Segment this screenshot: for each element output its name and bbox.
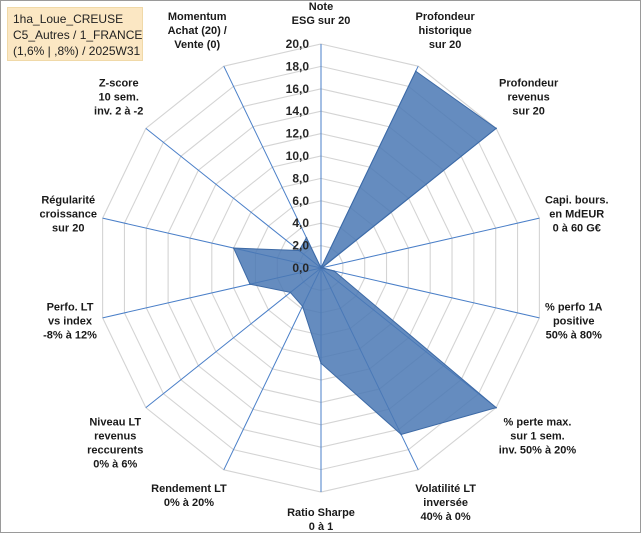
axis-label-line: Vente (0) (174, 39, 220, 51)
axis-label-line: vs index (48, 315, 93, 327)
axis-label: Volatilité LT inversée 40% à 0% (415, 483, 476, 523)
axis-label-line: positive (553, 315, 595, 327)
axis-label-line: historique (419, 25, 472, 37)
data-point (249, 283, 251, 285)
tick-label: 14,0 (286, 104, 310, 118)
axis-label-line: 0 à 1 (309, 521, 333, 533)
axis-label-line: 10 sem. (99, 91, 139, 103)
tick-label: 2,0 (292, 239, 309, 253)
axis-label: Régularité croissance sur 20 (40, 195, 97, 235)
axis-label-line: Achat (20) / (168, 25, 227, 37)
radial-tick-labels: 0,0 2,0 4,0 6,0 8,0 10,0 12,0 14,0 16,0 18,0 20,0 (286, 37, 310, 275)
axis-label-line: 0% à 6% (93, 459, 137, 471)
axis-label: Profondeur revenus sur 20 (499, 77, 559, 117)
radar-series (232, 70, 498, 436)
axis-label-line: -8% à 12% (43, 329, 97, 341)
axis-label-line: Capi. bours. (545, 195, 609, 207)
axis-label: Profondeur historique sur 20 (415, 11, 475, 51)
tick-label: 10,0 (286, 149, 310, 163)
axis-label-line: inv. 50% à 20% (499, 445, 577, 457)
data-point (495, 127, 497, 130)
axis-label: Z-score 10 sem. inv. 2 à -2 (94, 77, 143, 117)
axis-label-line: 50% à 80% (546, 329, 602, 341)
spoke-line (320, 217, 540, 269)
axis-label-line: sur 20 (429, 39, 461, 51)
axis-label: % perfo 1A positive 50% à 80% (545, 301, 603, 341)
data-point (298, 249, 300, 252)
title-box: 1ha_Loue_CREUSE C5_Autres / 1_FRANCE (1,… (7, 7, 143, 61)
axis-label-line: 0 à 60 G€ (553, 223, 601, 235)
data-point (414, 70, 417, 73)
axis-label-line: reccurents (87, 445, 143, 457)
title-line-3: (1,6% | ,8%) / 2025W31 (13, 44, 141, 58)
axis-labels: Note ESG sur 20 Profondeur historique sur 20… (40, 1, 609, 533)
axis-label-line: Perfo. LT (47, 301, 94, 313)
data-point (305, 236, 308, 239)
data-point (320, 362, 322, 365)
data-point (301, 305, 304, 308)
axis-label-line: sur 20 (512, 105, 544, 117)
axis-label-line: Profondeur (499, 77, 559, 89)
axis-label: Rendement LT 0% à 20% (151, 483, 227, 509)
tick-label: 16,0 (286, 82, 310, 96)
tick-label: 18,0 (286, 59, 310, 73)
axis-label: Note ESG sur 20 (292, 1, 351, 27)
axis-label-line: 40% à 0% (421, 511, 471, 523)
data-point (400, 433, 402, 436)
tick-label: 12,0 (286, 127, 310, 141)
axis-label-line: % perte max. (504, 417, 572, 429)
axis-label-line: Volatilité LT (415, 483, 476, 495)
axis-label-line: Ratio Sharpe (287, 507, 355, 519)
series-area (232, 70, 498, 436)
axis-label-line: revenus (508, 91, 550, 103)
axis-label-line: inv. 2 à -2 (94, 105, 143, 117)
axis-label-line: revenus (94, 431, 136, 443)
axis-label-line: Profondeur (415, 11, 475, 23)
tick-label: 20,0 (286, 37, 310, 51)
data-point (289, 291, 292, 294)
axis-label-line: Note (309, 1, 333, 13)
spoke-line (223, 65, 322, 269)
data-point (321, 266, 323, 269)
axis-label-line: 0% à 20% (164, 497, 214, 509)
axis-label-line: croissance (40, 209, 97, 221)
axis-label-line: ESG sur 20 (292, 15, 351, 27)
title-line-1: 1ha_Loue_CREUSE (13, 12, 124, 26)
axis-label: Perfo. LT vs index -8% à 12% (43, 301, 97, 341)
title-line-2: C5_Autres / 1_FRANCE (13, 28, 143, 42)
axis-label: Ratio Sharpe 0 à 1 (287, 507, 355, 533)
axis-label-line: Z-score (99, 77, 139, 89)
spoke-line (145, 127, 322, 269)
axis-label-line: % perfo 1A (545, 301, 603, 313)
tick-label: 8,0 (292, 171, 309, 185)
data-point (333, 270, 335, 272)
tick-label: 6,0 (292, 194, 309, 208)
axis-label: Momentum Achat (20) / Vente (0) (168, 11, 227, 51)
axis-label-line: sur 20 (52, 223, 84, 235)
axis-label-line: Rendement LT (151, 483, 227, 495)
data-point (232, 247, 235, 249)
tick-label: 0,0 (292, 261, 309, 275)
axis-label-line: Momentum (168, 11, 227, 23)
axis-label-line: en MdEUR (549, 209, 604, 221)
axis-label-line: inversée (423, 497, 468, 509)
axis-label-line: Régularité (41, 195, 95, 207)
spoke-line (320, 267, 540, 319)
axis-label-line: Niveau LT (89, 417, 141, 429)
tick-label: 4,0 (292, 216, 309, 230)
axis-label: Niveau LT revenus reccurents 0% à 6% (87, 417, 143, 471)
data-point (495, 406, 497, 409)
axis-label: Capi. bours. en MdEUR 0 à 60 G€ (545, 195, 609, 235)
axis-label: % perte max. sur 1 sem. inv. 50% à 20% (499, 417, 577, 457)
axis-label-line: sur 1 sem. (510, 431, 564, 443)
